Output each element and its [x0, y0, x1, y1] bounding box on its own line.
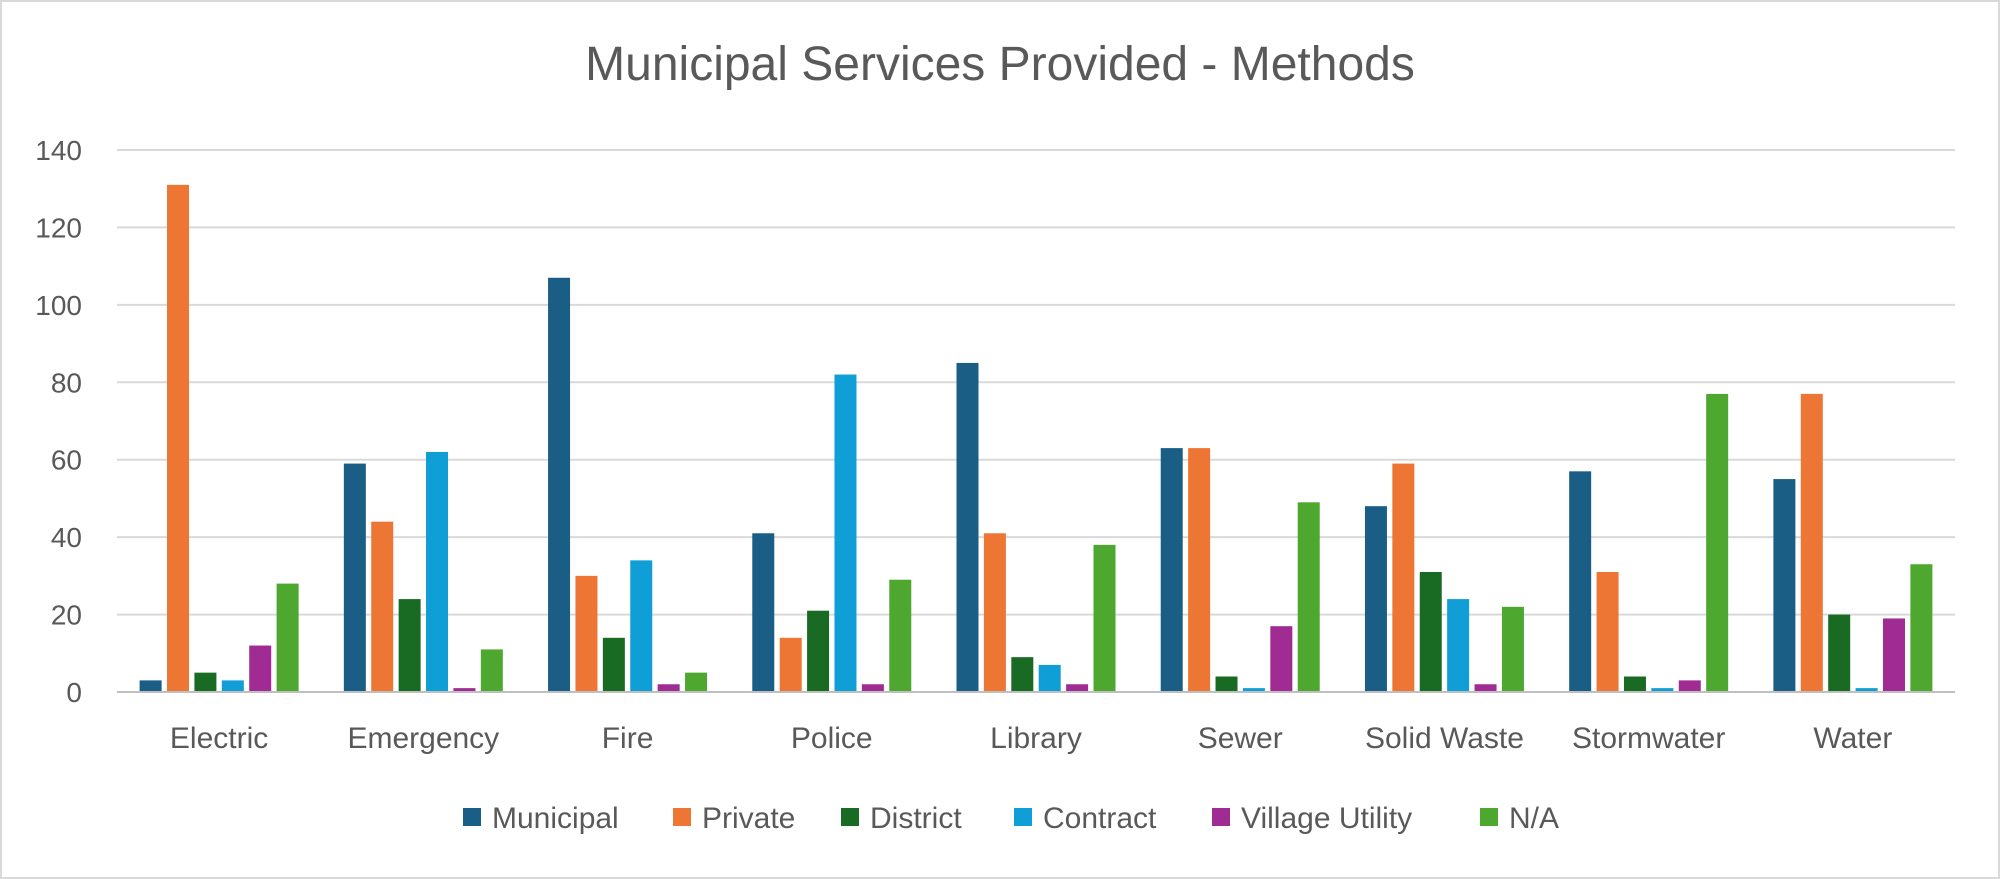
x-category-label: Stormwater [1572, 722, 1725, 755]
y-axis-ticks: 0 20 40 60 80 100 120 140 [35, 135, 82, 708]
bar-water-district [1828, 614, 1851, 692]
bar-police-municipal [752, 533, 775, 692]
y-tick-label: 100 [35, 290, 82, 321]
bar-electric-village-utility [249, 645, 272, 692]
bar-stormwater-private [1596, 571, 1619, 692]
bar-solid-waste-district [1419, 571, 1442, 692]
bar-police-district [807, 610, 830, 692]
bar-fire-n-a [685, 672, 708, 692]
bar-sewer-district [1215, 676, 1238, 692]
y-tick-label: 20 [51, 600, 82, 631]
bar-library-contract [1038, 664, 1061, 692]
x-axis-categories: Electric Emergency Fire Police Library Sewer S… [170, 722, 1892, 755]
bar-water-municipal [1773, 479, 1796, 692]
bar-emergency-n-a [480, 649, 503, 692]
bar-stormwater-village-utility [1678, 680, 1701, 692]
bars [139, 184, 1933, 693]
bar-water-n-a [1910, 564, 1933, 692]
y-tick-label: 40 [51, 522, 82, 553]
bar-sewer-private [1188, 448, 1211, 692]
bar-police-private [779, 637, 802, 692]
legend-swatch-private [673, 808, 691, 826]
bar-emergency-district [398, 599, 421, 692]
x-category-label: Police [791, 722, 873, 755]
bar-library-n-a [1093, 544, 1116, 692]
y-tick-label: 140 [35, 135, 82, 166]
bar-water-village-utility [1882, 618, 1905, 692]
legend-swatch-district [841, 808, 859, 826]
bar-sewer-municipal [1160, 448, 1183, 692]
bar-emergency-municipal [343, 463, 366, 692]
bar-electric-municipal [139, 680, 162, 692]
bar-electric-n-a [276, 583, 299, 692]
bar-electric-contract [221, 680, 244, 692]
legend-label: Contract [1043, 802, 1157, 835]
bar-emergency-contract [426, 451, 449, 692]
x-category-label: Electric [170, 722, 268, 755]
bar-solid-waste-village-utility [1474, 684, 1497, 692]
bar-stormwater-municipal [1569, 471, 1592, 692]
bar-stormwater-n-a [1706, 393, 1729, 692]
bar-solid-waste-contract [1447, 599, 1470, 692]
legend-label: N/A [1509, 802, 1559, 835]
legend-label: Municipal [492, 802, 619, 835]
bar-solid-waste-municipal [1364, 506, 1387, 692]
bar-fire-village-utility [657, 684, 680, 692]
bar-fire-district [602, 637, 625, 692]
x-category-label: Fire [602, 722, 654, 755]
bar-library-municipal [956, 362, 979, 692]
bar-electric-private [167, 184, 190, 693]
legend-swatch-municipal [463, 808, 481, 826]
legend-label: Village Utility [1241, 802, 1412, 835]
bar-police-village-utility [861, 684, 884, 692]
bar-fire-municipal [548, 277, 571, 692]
bar-stormwater-contract [1651, 688, 1674, 692]
bar-emergency-village-utility [453, 688, 476, 692]
bar-emergency-private [371, 521, 394, 692]
bar-solid-waste-n-a [1501, 606, 1524, 692]
x-category-label: Sewer [1198, 722, 1283, 755]
bar-police-n-a [889, 579, 912, 692]
x-category-label: Library [990, 722, 1082, 755]
y-tick-label: 80 [51, 367, 82, 398]
bar-library-village-utility [1066, 684, 1089, 692]
bar-sewer-village-utility [1270, 626, 1293, 692]
legend-swatch-n-a [1480, 808, 1498, 826]
bar-sewer-n-a [1297, 502, 1320, 692]
bar-library-private [983, 533, 1006, 692]
bar-water-private [1800, 393, 1823, 692]
bar-fire-private [575, 575, 598, 692]
x-category-label: Water [1813, 722, 1892, 755]
bar-water-contract [1855, 688, 1878, 692]
y-tick-label: 60 [51, 445, 82, 476]
bar-sewer-contract [1242, 688, 1265, 692]
gridlines [117, 149, 1955, 616]
y-tick-label: 120 [35, 212, 82, 243]
legend-label: Private [702, 802, 795, 835]
bar-fire-contract [630, 560, 653, 692]
legend-swatch-contract [1014, 808, 1032, 826]
x-category-label: Emergency [347, 722, 499, 755]
bar-electric-district [194, 672, 217, 692]
chart-title: Municipal Services Provided - Methods [585, 38, 1415, 91]
legend-label: District [870, 802, 962, 835]
y-tick-label: 0 [66, 677, 82, 708]
bar-stormwater-district [1623, 676, 1646, 692]
legend-swatch-village-utility [1212, 808, 1230, 826]
x-category-label: Solid Waste [1365, 722, 1524, 755]
bar-police-contract [834, 374, 857, 692]
legend: Municipal Private District Contract Village … [463, 802, 1559, 835]
bar-library-district [1011, 657, 1034, 692]
bar-solid-waste-private [1392, 463, 1415, 692]
